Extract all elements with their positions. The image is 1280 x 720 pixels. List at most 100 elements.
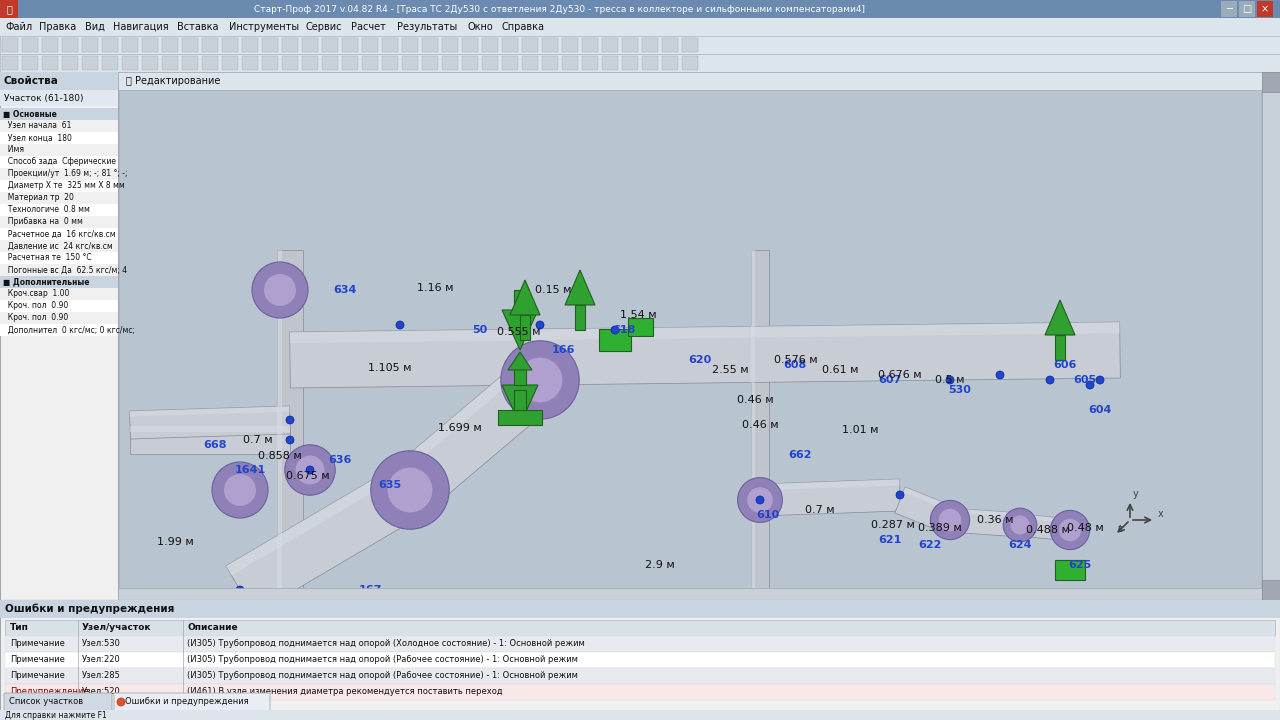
Text: Навигация: Навигация [113, 22, 169, 32]
Text: 606: 606 [1053, 360, 1076, 370]
Bar [0, 324, 118, 336]
Text: 607: 607 [878, 375, 901, 385]
Circle shape [1085, 381, 1094, 389]
Bar [42, 56, 58, 70]
Bar [202, 56, 218, 70]
Bar [362, 56, 378, 70]
Bar [0, 192, 118, 204]
Polygon shape [276, 250, 303, 600]
Bar [342, 56, 358, 70]
Bar [1055, 560, 1085, 580]
Bar [0, 252, 118, 264]
Bar [0, 0, 1280, 18]
Text: Кроч.свар  1.00: Кроч.свар 1.00 [3, 289, 69, 299]
Polygon shape [751, 250, 755, 600]
Bar [381, 56, 398, 70]
Bar [5, 636, 1275, 652]
Polygon shape [392, 359, 529, 477]
Bar [282, 38, 298, 52]
Bar [515, 365, 526, 385]
Bar [442, 56, 458, 70]
Polygon shape [1020, 514, 1071, 523]
Text: 2.55 м: 2.55 м [712, 365, 749, 375]
Text: Ошибки и предупреждения: Ошибки и предупреждения [125, 698, 248, 706]
Polygon shape [564, 270, 595, 305]
Text: Примечание: Примечание [10, 672, 65, 680]
Circle shape [1004, 508, 1037, 541]
Bar [0, 204, 118, 216]
Bar [1221, 1, 1236, 17]
Text: 0.675 м: 0.675 м [287, 471, 330, 481]
Text: 530: 530 [948, 385, 972, 395]
Text: 0.7 м: 0.7 м [805, 505, 835, 515]
Bar [262, 56, 278, 70]
Polygon shape [129, 406, 291, 439]
Polygon shape [509, 280, 540, 315]
Text: 0.555 м: 0.555 м [497, 327, 540, 337]
Text: Материал тр  20: Материал тр 20 [3, 194, 74, 202]
Text: 2.9 м: 2.9 м [645, 560, 675, 570]
Polygon shape [950, 508, 1021, 537]
Text: (И461) В узле изменения диаметра рекомендуется поставить переход: (И461) В узле изменения диаметра рекомен… [187, 688, 503, 696]
Bar [502, 38, 518, 52]
Text: Узел:285: Узел:285 [82, 672, 120, 680]
Polygon shape [131, 426, 291, 431]
Circle shape [517, 358, 562, 402]
Bar [442, 38, 458, 52]
Bar [0, 120, 118, 132]
Text: Ошибки и предупреждения: Ошибки и предупреждения [5, 604, 174, 614]
Text: Вставка: Вставка [177, 22, 219, 32]
Polygon shape [751, 250, 769, 600]
Polygon shape [392, 359, 558, 511]
Circle shape [1051, 510, 1089, 549]
Text: 634: 634 [333, 285, 357, 295]
Text: Узел:530: Узел:530 [82, 639, 120, 649]
Polygon shape [951, 508, 1021, 518]
Text: 621: 621 [878, 535, 901, 545]
Bar [575, 305, 585, 330]
Bar [118, 72, 1262, 600]
Bar [102, 38, 118, 52]
Circle shape [264, 274, 296, 306]
Circle shape [285, 445, 335, 495]
Bar [22, 38, 38, 52]
Bar [242, 56, 259, 70]
Text: 620: 620 [689, 355, 712, 365]
Text: 167: 167 [358, 585, 381, 595]
Polygon shape [289, 322, 1120, 343]
Bar [1262, 72, 1280, 92]
Polygon shape [225, 466, 402, 575]
Polygon shape [1044, 300, 1075, 335]
Bar [61, 56, 78, 70]
Bar [282, 56, 298, 70]
Bar [163, 56, 178, 70]
Text: Файл: Файл [5, 22, 32, 32]
Polygon shape [129, 406, 289, 417]
Text: Узел/участок: Узел/участок [82, 624, 151, 632]
Bar [82, 38, 99, 52]
Circle shape [371, 451, 449, 529]
Text: 166: 166 [552, 345, 575, 355]
Bar [262, 38, 278, 52]
Bar [483, 56, 498, 70]
Bar [0, 228, 118, 240]
Text: 0.488 м: 0.488 м [1027, 525, 1070, 535]
Text: Прибавка на  0 мм: Прибавка на 0 мм [3, 217, 83, 227]
Polygon shape [1019, 514, 1071, 541]
Polygon shape [131, 426, 291, 454]
Bar [0, 276, 118, 288]
Text: 0.46 м: 0.46 м [737, 395, 773, 405]
Circle shape [224, 474, 256, 506]
Polygon shape [512, 350, 524, 380]
Bar [582, 38, 598, 52]
Circle shape [306, 466, 314, 474]
Polygon shape [759, 479, 901, 516]
Circle shape [938, 509, 961, 531]
Text: 1.99 м: 1.99 м [156, 537, 193, 547]
Text: 0.676 м: 0.676 м [878, 370, 922, 380]
Text: Диаметр Х те  325 мм X 8 мм: Диаметр Х те 325 мм X 8 мм [3, 181, 124, 191]
Circle shape [396, 321, 404, 329]
Text: (И305) Трубопровод поднимается над опорой (Рабочее состояние) - 1: Основной режи: (И305) Трубопровод поднимается над опоро… [187, 655, 577, 665]
Circle shape [116, 698, 125, 706]
Polygon shape [759, 479, 900, 490]
